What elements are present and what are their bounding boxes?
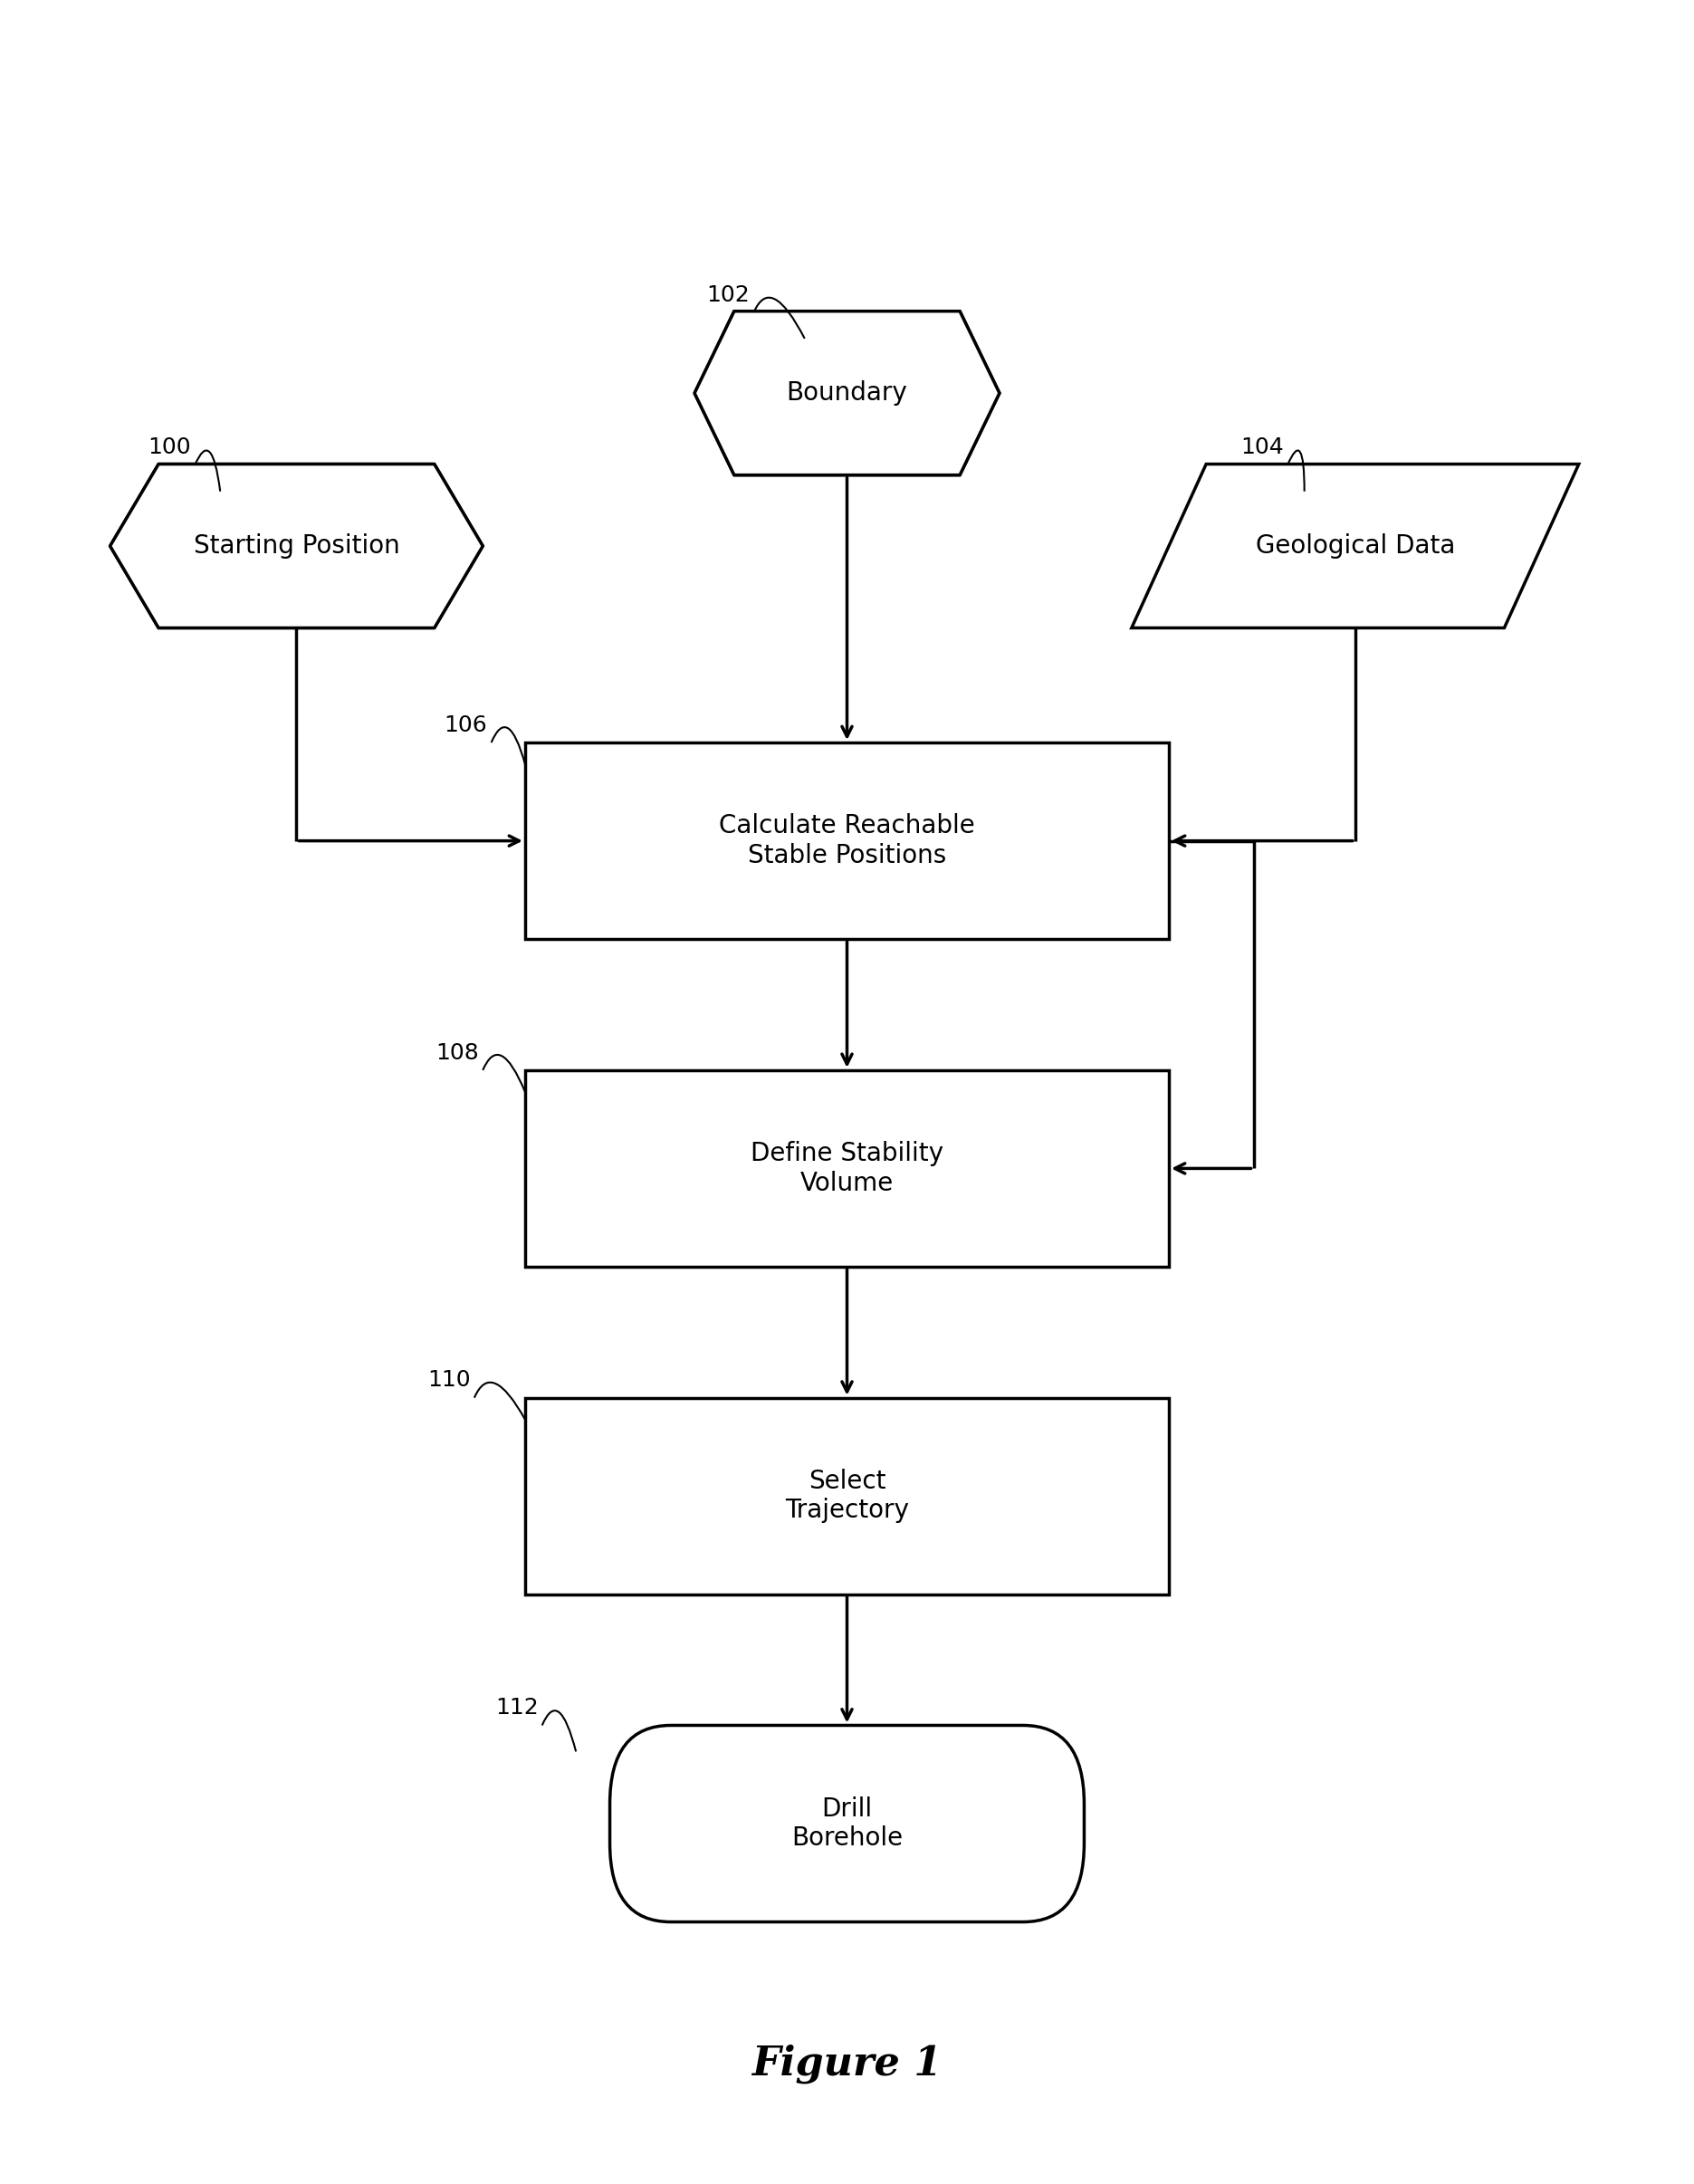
Text: Geological Data: Geological Data [1255, 533, 1455, 559]
Text: Boundary: Boundary [786, 380, 908, 406]
Polygon shape [1132, 463, 1579, 629]
FancyBboxPatch shape [525, 743, 1169, 939]
Polygon shape [110, 463, 483, 629]
Text: 100: 100 [147, 437, 191, 459]
Text: Drill
Borehole: Drill Borehole [791, 1795, 903, 1852]
Text: 112: 112 [495, 1697, 539, 1719]
Text: 106: 106 [444, 714, 488, 736]
Text: 108: 108 [435, 1042, 479, 1064]
Text: 110: 110 [427, 1369, 471, 1391]
FancyBboxPatch shape [610, 1725, 1084, 1922]
Text: Figure 1: Figure 1 [752, 2044, 942, 2084]
Text: Define Stability
Volume: Define Stability Volume [750, 1140, 944, 1197]
Text: 102: 102 [706, 284, 750, 306]
FancyBboxPatch shape [525, 1070, 1169, 1267]
Text: Calculate Reachable
Stable Positions: Calculate Reachable Stable Positions [718, 812, 976, 869]
Polygon shape [695, 310, 999, 476]
Text: Select
Trajectory: Select Trajectory [784, 1468, 910, 1524]
Text: Starting Position: Starting Position [193, 533, 400, 559]
Text: 104: 104 [1240, 437, 1284, 459]
FancyBboxPatch shape [525, 1398, 1169, 1594]
